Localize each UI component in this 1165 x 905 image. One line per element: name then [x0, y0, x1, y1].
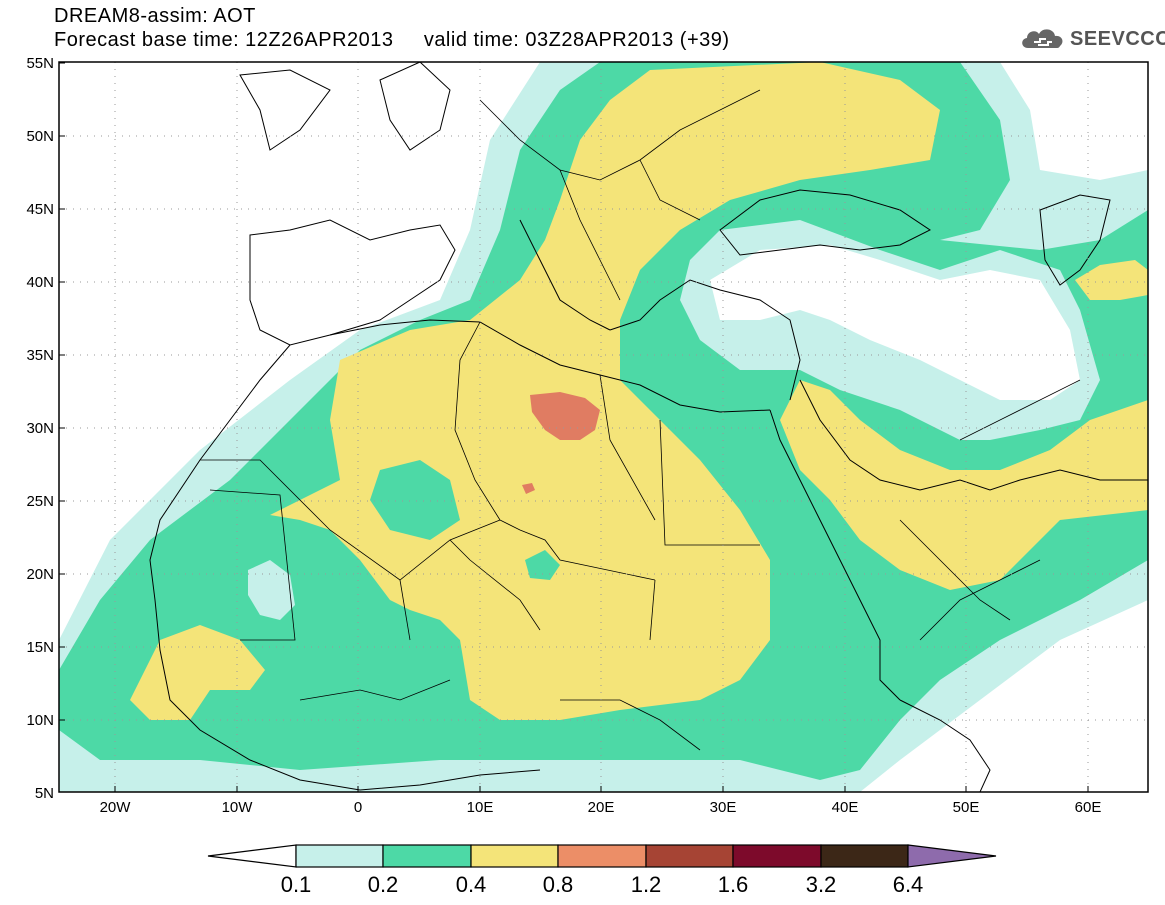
lat-label: 55N: [26, 55, 54, 72]
lat-label: 50N: [26, 128, 54, 145]
colorbar-label: 0.4: [456, 872, 487, 897]
plot-frame: [58, 61, 1149, 793]
lat-label: 5N: [35, 785, 54, 802]
graticule: [59, 62, 1148, 792]
country-borders: [200, 89, 1081, 751]
base-time: Forecast base time: 12Z26APR2013: [54, 29, 394, 51]
colorbar-swatch: [382, 844, 472, 868]
lat-label: 40N: [26, 274, 54, 291]
colorbar-label: 6.4: [893, 872, 924, 897]
lat-label: 15N: [26, 639, 54, 656]
lon-label: 40E: [832, 799, 859, 816]
logo-text: SEEVCCC: [1070, 28, 1165, 50]
aot-band-0-4-caspian: [1075, 260, 1148, 300]
lat-label: 30N: [26, 420, 54, 437]
lat-label: 45N: [26, 201, 54, 218]
colorbar-label: 1.2: [631, 872, 662, 897]
aot-band-0-4-sahara: [270, 62, 940, 720]
lat-labels: 55N 50N 45N 40N 35N 30N 25N 20N 15N 10N …: [26, 55, 54, 802]
map-title: DREAM8-assim: AOT: [54, 5, 256, 27]
colorbar-swatch: [557, 844, 647, 868]
colorbar-high-arrow: [907, 844, 997, 868]
colorbar-swatch: [470, 844, 559, 868]
colorbar-label: 3.2: [806, 872, 837, 897]
colorbar-label: 0.8: [543, 872, 574, 897]
axis-ticks: [59, 62, 1089, 792]
lon-label: 20W: [100, 799, 132, 816]
aot-band-0-8-spot: [522, 483, 535, 494]
colorbar-swatch: [645, 844, 734, 868]
colorbar-label: 0.2: [368, 872, 399, 897]
lat-label: 10N: [26, 712, 54, 729]
aot-band-0-4-arabia: [780, 380, 1148, 590]
seevccc-logo: SEEVCCC: [1018, 24, 1165, 54]
aot-band-0-4-senegal: [130, 625, 265, 720]
lon-label: 20E: [588, 799, 615, 816]
coastlines: [149, 62, 1148, 792]
lat-label: 25N: [26, 493, 54, 510]
valid-time: valid time: 03Z28APR2013 (+39): [423, 29, 730, 51]
aot-hole-west: [248, 560, 295, 620]
colorbar-swatch: [732, 844, 822, 868]
lon-label: 0: [354, 799, 362, 816]
map-subtitle: Forecast base time: 12Z26APR2013 valid t…: [54, 29, 730, 52]
cloud-icon: [1022, 29, 1063, 48]
lon-label: 10E: [467, 799, 494, 816]
lon-label: 10W: [222, 799, 254, 816]
colorbar-labels: 0.1 0.2 0.4 0.8 1.2 1.6 3.2 6.4: [281, 872, 924, 897]
colorbar-swatch: [295, 844, 384, 868]
aot-island-algeria: [370, 460, 460, 540]
colorbar-label: 1.6: [718, 872, 749, 897]
colorbar-swatch: [820, 844, 909, 868]
aot-clear-east: [710, 245, 1080, 400]
lon-label: 30E: [710, 799, 737, 816]
colorbar-low-arrow: [207, 844, 297, 868]
lon-label: 50E: [953, 799, 980, 816]
lat-label: 35N: [26, 347, 54, 364]
aot-band-0-8-libya: [530, 392, 600, 440]
colorbar-label: 0.1: [281, 872, 312, 897]
lon-labels: 20W 10W 0 10E 20E 30E 40E 50E 60E: [100, 799, 1102, 816]
lon-label: 60E: [1075, 799, 1102, 816]
aot-island-chad: [525, 550, 560, 580]
colorbar: [207, 844, 997, 868]
lat-label: 20N: [26, 566, 54, 583]
